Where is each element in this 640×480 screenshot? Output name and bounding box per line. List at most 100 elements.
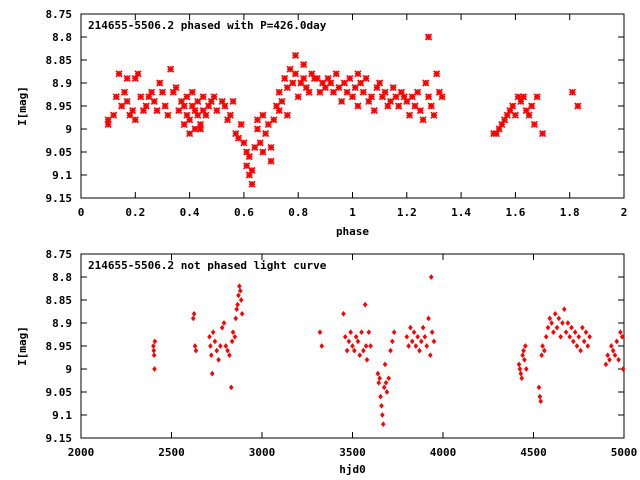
data-point xyxy=(228,384,234,391)
data-point xyxy=(506,107,514,115)
data-point xyxy=(414,88,422,96)
data-point xyxy=(221,320,227,326)
data-point xyxy=(341,310,346,317)
data-point xyxy=(232,130,240,138)
unphased-plot-title: 214655-5506.2 not phased light curve xyxy=(88,259,327,272)
data-point xyxy=(612,352,618,359)
data-point xyxy=(324,74,332,82)
data-point xyxy=(392,93,400,101)
data-point xyxy=(411,329,417,336)
data-point xyxy=(574,102,582,110)
data-point xyxy=(424,93,433,101)
data-point xyxy=(370,107,378,115)
data-point xyxy=(342,333,348,340)
data-point xyxy=(620,366,626,372)
data-point xyxy=(207,333,212,340)
y-tick-label: 8.75 xyxy=(46,248,73,261)
data-point xyxy=(438,93,446,101)
data-point xyxy=(289,79,297,87)
data-point xyxy=(424,33,433,41)
data-point xyxy=(272,102,281,110)
data-point xyxy=(248,180,256,188)
data-point xyxy=(430,111,438,119)
data-point xyxy=(571,338,576,345)
data-point xyxy=(405,111,414,119)
data-point xyxy=(400,93,408,101)
data-point xyxy=(609,343,614,349)
data-point xyxy=(391,329,397,336)
data-point xyxy=(230,329,236,336)
data-point xyxy=(538,398,544,405)
data-point xyxy=(517,366,523,372)
data-point xyxy=(286,65,294,73)
data-point xyxy=(386,375,391,382)
data-point xyxy=(389,84,397,92)
data-point xyxy=(354,102,362,110)
data-point xyxy=(104,116,112,124)
data-point xyxy=(362,74,370,82)
data-point xyxy=(207,97,215,105)
data-point xyxy=(329,88,338,96)
data-point xyxy=(351,84,359,92)
data-point xyxy=(169,88,177,96)
data-point xyxy=(619,333,625,340)
data-point xyxy=(373,84,381,92)
data-point xyxy=(585,343,591,349)
data-point xyxy=(180,102,188,110)
data-point xyxy=(536,384,542,391)
data-point xyxy=(267,157,275,165)
data-point xyxy=(137,93,145,101)
unphased-light-curve-panel: 214655-5506.2 not phased light curve hjd… xyxy=(16,248,637,476)
data-point xyxy=(177,97,186,105)
data-point xyxy=(234,134,243,142)
data-point xyxy=(540,343,545,349)
data-point xyxy=(153,107,161,115)
data-point xyxy=(521,347,526,354)
data-point xyxy=(538,130,547,138)
x-tick-label: 1 xyxy=(349,206,356,219)
data-point xyxy=(190,315,196,322)
data-point xyxy=(123,74,131,82)
data-point xyxy=(158,88,167,96)
data-point xyxy=(256,139,264,147)
y-tick-label: 8.85 xyxy=(46,54,73,67)
y-tick-label: 8.75 xyxy=(46,8,73,21)
data-point xyxy=(616,356,621,363)
data-point xyxy=(514,93,522,101)
data-point xyxy=(251,143,259,151)
data-point xyxy=(381,384,387,391)
data-point xyxy=(368,343,373,349)
data-point xyxy=(216,356,221,363)
data-point xyxy=(378,393,383,400)
phased-y-axis-label: I[mag] xyxy=(16,86,29,126)
data-point xyxy=(517,97,525,105)
data-point xyxy=(572,329,578,336)
data-point xyxy=(395,102,403,110)
data-point xyxy=(243,148,251,156)
data-point xyxy=(366,329,372,336)
data-point xyxy=(199,107,207,115)
data-point xyxy=(583,329,589,336)
data-point xyxy=(115,70,123,78)
data-point xyxy=(498,120,506,128)
data-point xyxy=(214,347,220,354)
data-point xyxy=(340,79,348,87)
y-tick-label: 8.8 xyxy=(52,271,72,284)
data-point xyxy=(275,107,283,115)
data-point xyxy=(120,88,129,96)
data-point xyxy=(523,343,528,349)
y-tick-label: 9 xyxy=(65,363,72,376)
x-tick-label: 0.6 xyxy=(234,206,254,219)
data-point xyxy=(509,102,517,110)
data-point xyxy=(129,107,137,115)
data-point xyxy=(338,97,346,105)
data-point xyxy=(574,343,580,349)
data-point xyxy=(148,88,156,96)
data-point xyxy=(225,347,230,354)
data-point xyxy=(530,120,538,128)
data-point xyxy=(332,70,340,78)
data-point xyxy=(523,366,529,372)
data-point xyxy=(151,352,157,359)
data-point xyxy=(376,379,382,386)
data-point xyxy=(270,116,278,124)
